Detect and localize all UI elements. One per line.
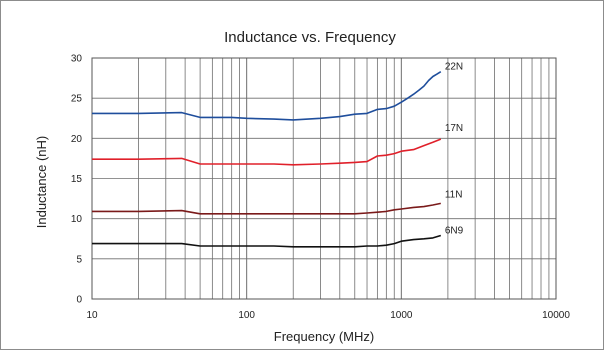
y-tick-label: 25 — [71, 94, 83, 105]
series-labels: 22N 17N 11N 6N9 — [445, 62, 464, 237]
x-tick-labels: 10 100 1000 10000 — [86, 310, 570, 321]
x-tick-label: 1000 — [390, 310, 413, 321]
grid — [91, 57, 557, 300]
plot-border — [91, 57, 557, 300]
x-tick-label: 10 — [86, 310, 98, 321]
y-axis-label: Inductance (nH) — [34, 136, 49, 229]
y-tick-label: 15 — [71, 174, 83, 185]
series-line-6n9 — [92, 234, 442, 248]
series-label-17n: 17N — [445, 123, 463, 134]
y-tick-labels: 0 5 10 15 20 25 30 — [71, 54, 83, 306]
y-tick-label: 5 — [76, 254, 82, 265]
y-tick-label: 30 — [71, 54, 83, 65]
series-label-22n: 22N — [445, 62, 463, 73]
series-line-22n — [92, 71, 442, 121]
y-tick-label: 20 — [71, 134, 83, 145]
series-line-11n — [92, 202, 441, 215]
series-label-6n9: 6N9 — [445, 226, 464, 237]
y-tick-label: 0 — [76, 295, 82, 306]
x-tick-label: 100 — [238, 310, 255, 321]
chart-title: Inductance vs. Frequency — [224, 29, 396, 46]
series-label-11n: 11N — [445, 189, 463, 200]
series-line-17n — [92, 138, 442, 166]
x-tick-label: 10000 — [542, 310, 570, 321]
x-axis-label: Frequency (MHz) — [274, 329, 374, 344]
y-tick-label: 10 — [71, 214, 83, 225]
series-lines — [92, 71, 442, 248]
